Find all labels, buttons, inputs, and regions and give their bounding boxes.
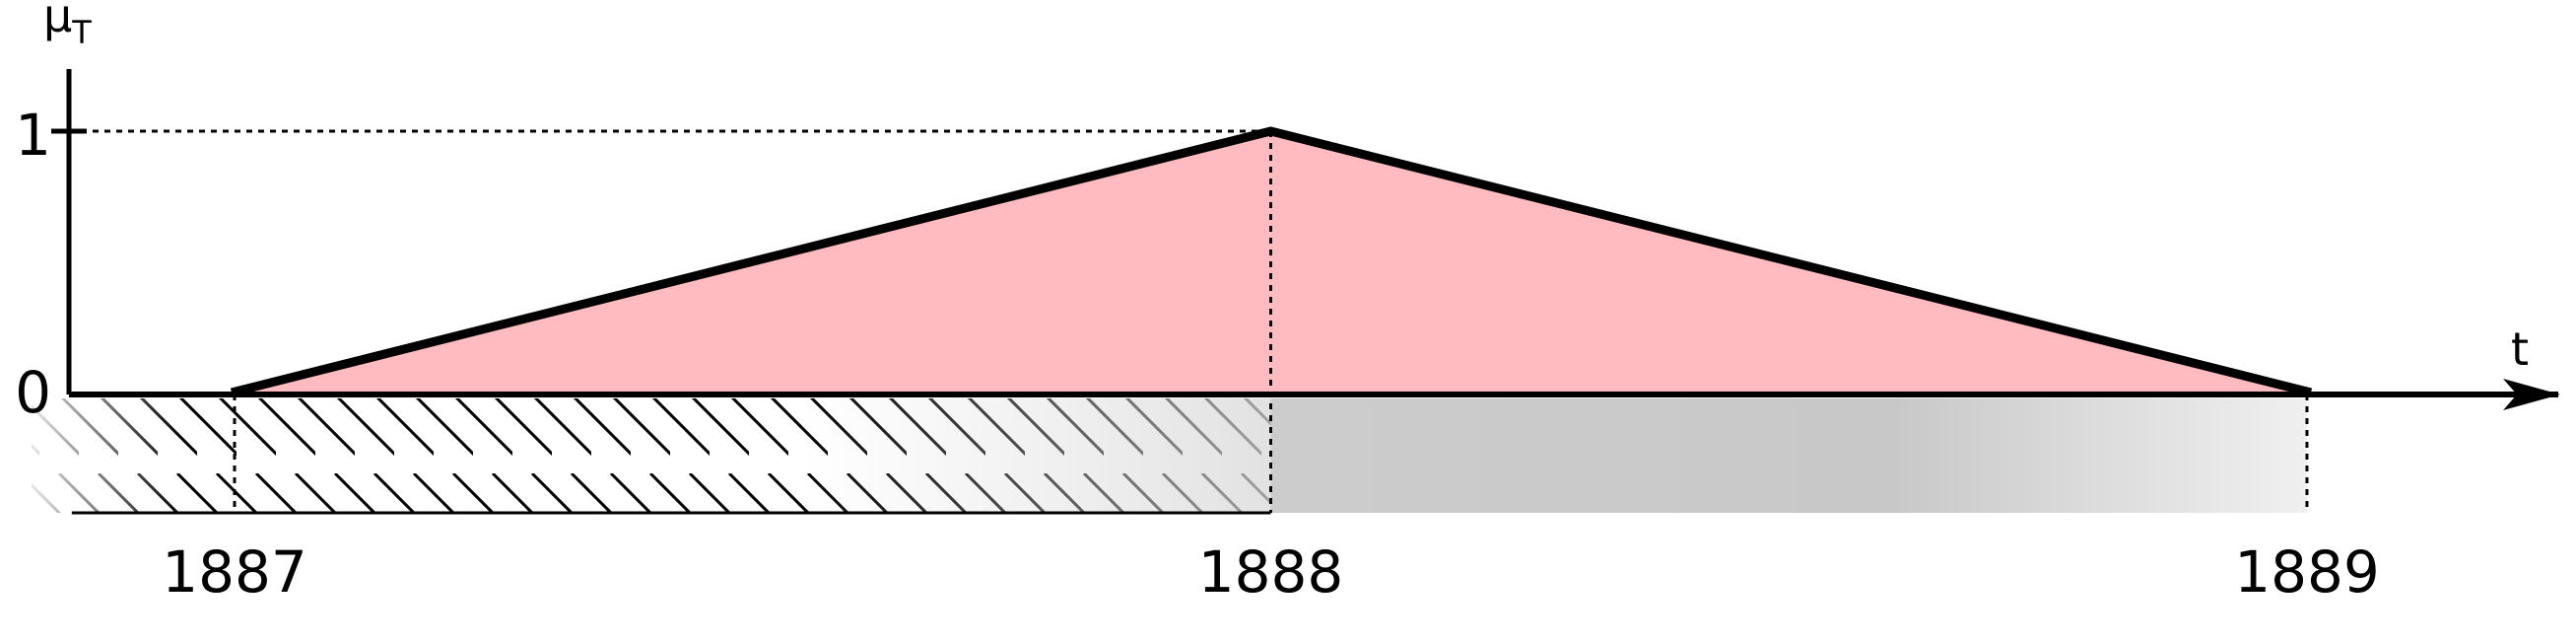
hatched-region-fade (32, 398, 1271, 513)
x-tick-label-1888: 1888 (1198, 538, 1344, 606)
x-axis-label: t (2511, 322, 2529, 376)
gray-region (1270, 398, 2307, 513)
membership-triangle-outline (230, 126, 2313, 397)
x-tick-label-1887: 1887 (162, 538, 307, 606)
y-axis-label: μT (43, 0, 92, 51)
y-tick-label-0: 0 (15, 359, 51, 426)
y-tick-label-1: 1 (15, 102, 51, 169)
x-tick-label-1889: 1889 (2234, 538, 2380, 606)
